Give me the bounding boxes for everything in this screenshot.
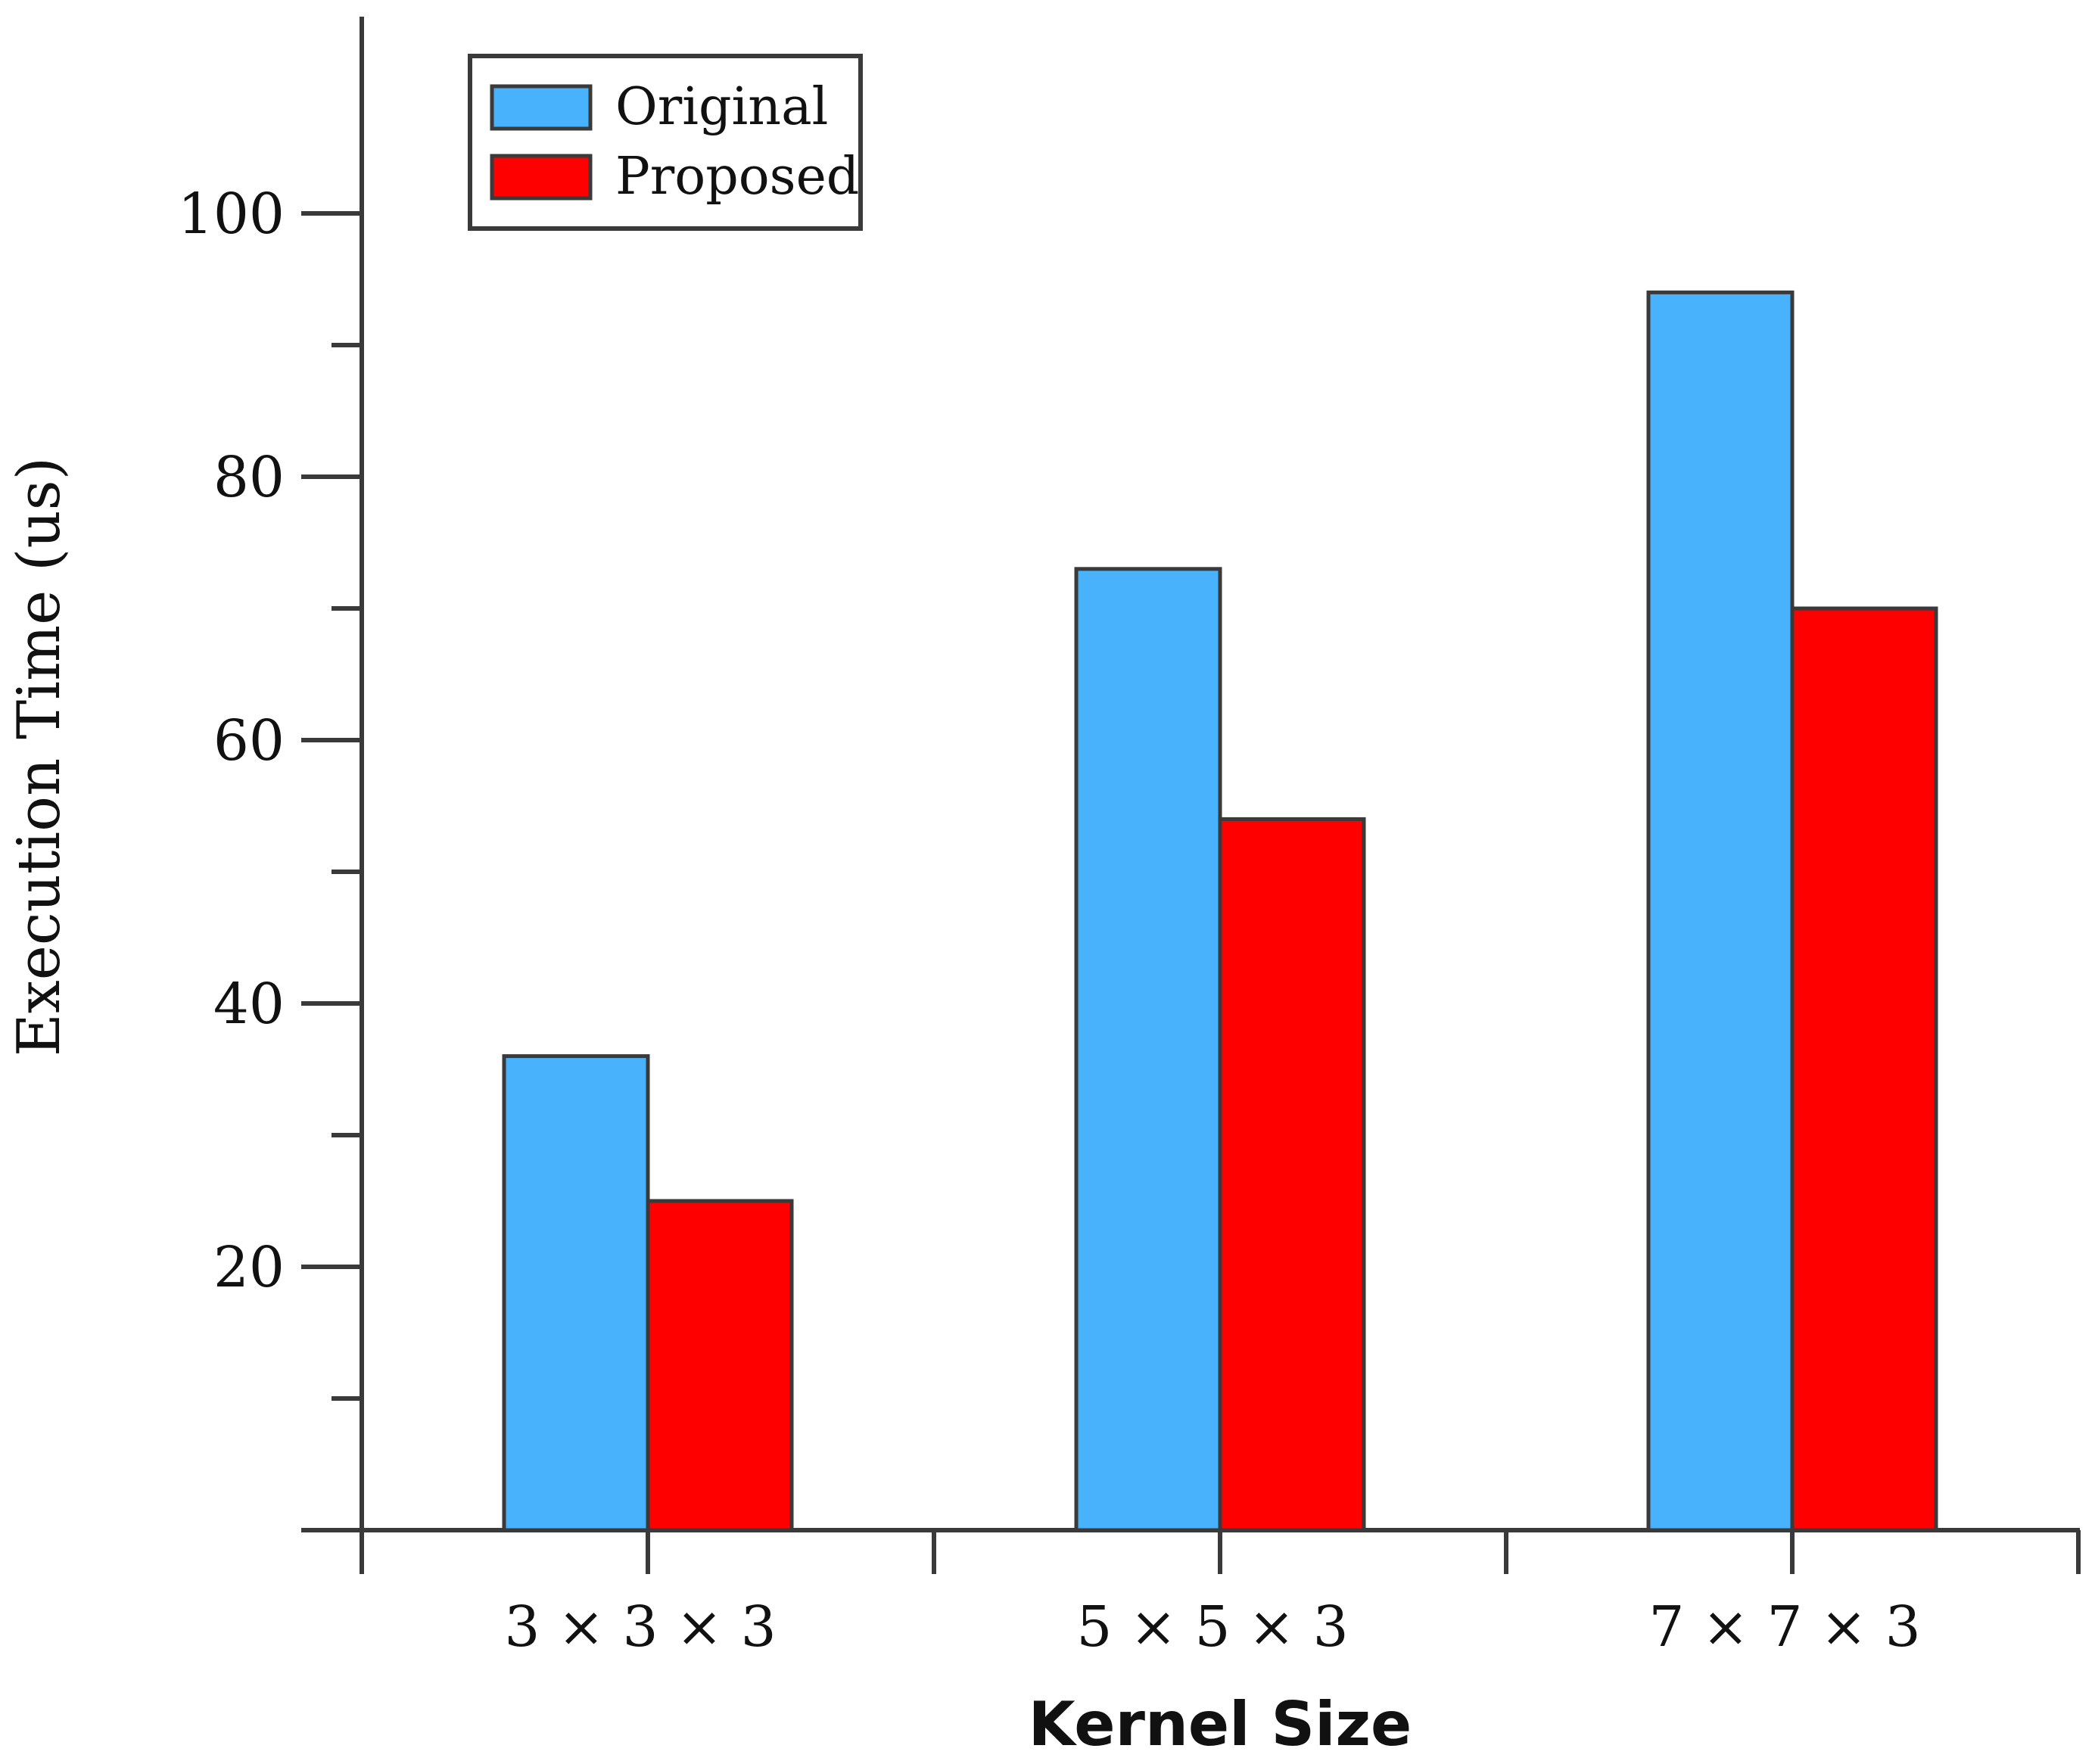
y-axis-ticks: 20 40 60 80 100 bbox=[178, 182, 362, 1401]
legend-label-proposed: Proposed bbox=[615, 147, 859, 207]
bar-proposed-3 bbox=[1790, 606, 1938, 1532]
y-tick-label: 20 bbox=[213, 1235, 285, 1300]
y-tick-label: 80 bbox=[213, 445, 285, 510]
x-axis-ticks: 3 × 3 × 3 5 × 5 × 3 7 × 7 × 3 bbox=[360, 1530, 2081, 1660]
bar-original-3 bbox=[1646, 290, 1795, 1532]
y-axis-title: Execution Time (us) bbox=[5, 457, 73, 1056]
bar-proposed-2 bbox=[1218, 817, 1366, 1532]
bar-proposed-1 bbox=[646, 1199, 794, 1532]
legend-swatch-original bbox=[490, 84, 593, 131]
legend: Original Proposed bbox=[468, 54, 863, 231]
x-tick-label: 5 × 5 × 3 bbox=[1076, 1594, 1348, 1660]
bar-original-1 bbox=[502, 1054, 650, 1532]
x-tick-label: 3 × 3 × 3 bbox=[504, 1594, 776, 1660]
legend-swatch-proposed bbox=[490, 154, 593, 201]
x-tick-label: 7 × 7 × 3 bbox=[1648, 1594, 1920, 1660]
y-tick-label: 60 bbox=[213, 708, 285, 773]
bars-group bbox=[502, 290, 1938, 1532]
x-axis-title: Kernel Size bbox=[1029, 1689, 1412, 1759]
bar-original-2 bbox=[1074, 567, 1222, 1532]
y-tick-label: 40 bbox=[213, 972, 285, 1037]
legend-label-original: Original bbox=[615, 77, 828, 137]
y-tick-label: 100 bbox=[178, 182, 285, 247]
